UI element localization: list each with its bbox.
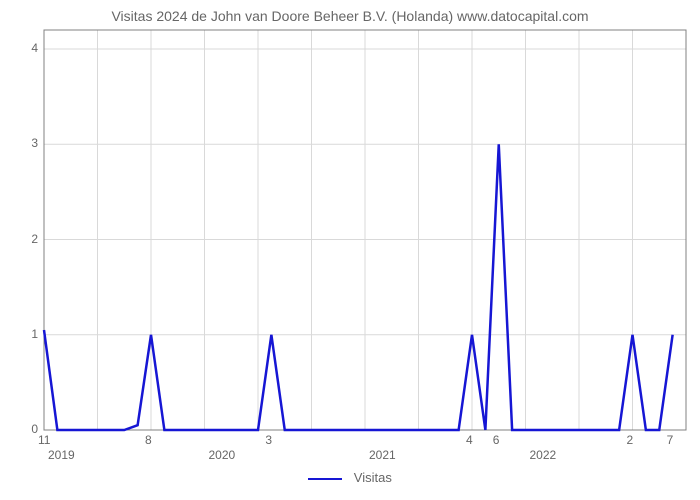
legend-label: Visitas bbox=[354, 470, 392, 485]
y-axis-label: 0 bbox=[31, 422, 38, 436]
y-axis-label: 1 bbox=[31, 327, 38, 341]
y-axis-label: 4 bbox=[31, 41, 38, 55]
point-label: 7 bbox=[667, 433, 674, 447]
x-axis-label: 2021 bbox=[369, 448, 396, 462]
y-axis-label: 2 bbox=[31, 232, 38, 246]
point-label: 3 bbox=[265, 433, 272, 447]
x-axis-label: 2020 bbox=[209, 448, 236, 462]
point-label: 8 bbox=[145, 433, 152, 447]
legend-line bbox=[308, 478, 342, 480]
point-label: 11 bbox=[38, 433, 50, 447]
point-label: 6 bbox=[493, 433, 500, 447]
y-axis-label: 3 bbox=[31, 136, 38, 150]
chart-container: Visitas 2024 de John van Doore Beheer B.… bbox=[0, 0, 700, 500]
point-label: 2 bbox=[627, 433, 634, 447]
point-label: 4 bbox=[466, 433, 473, 447]
x-axis-label: 2019 bbox=[48, 448, 75, 462]
chart-plot bbox=[0, 0, 700, 500]
chart-legend: Visitas bbox=[0, 470, 700, 485]
x-axis-label: 2022 bbox=[530, 448, 557, 462]
